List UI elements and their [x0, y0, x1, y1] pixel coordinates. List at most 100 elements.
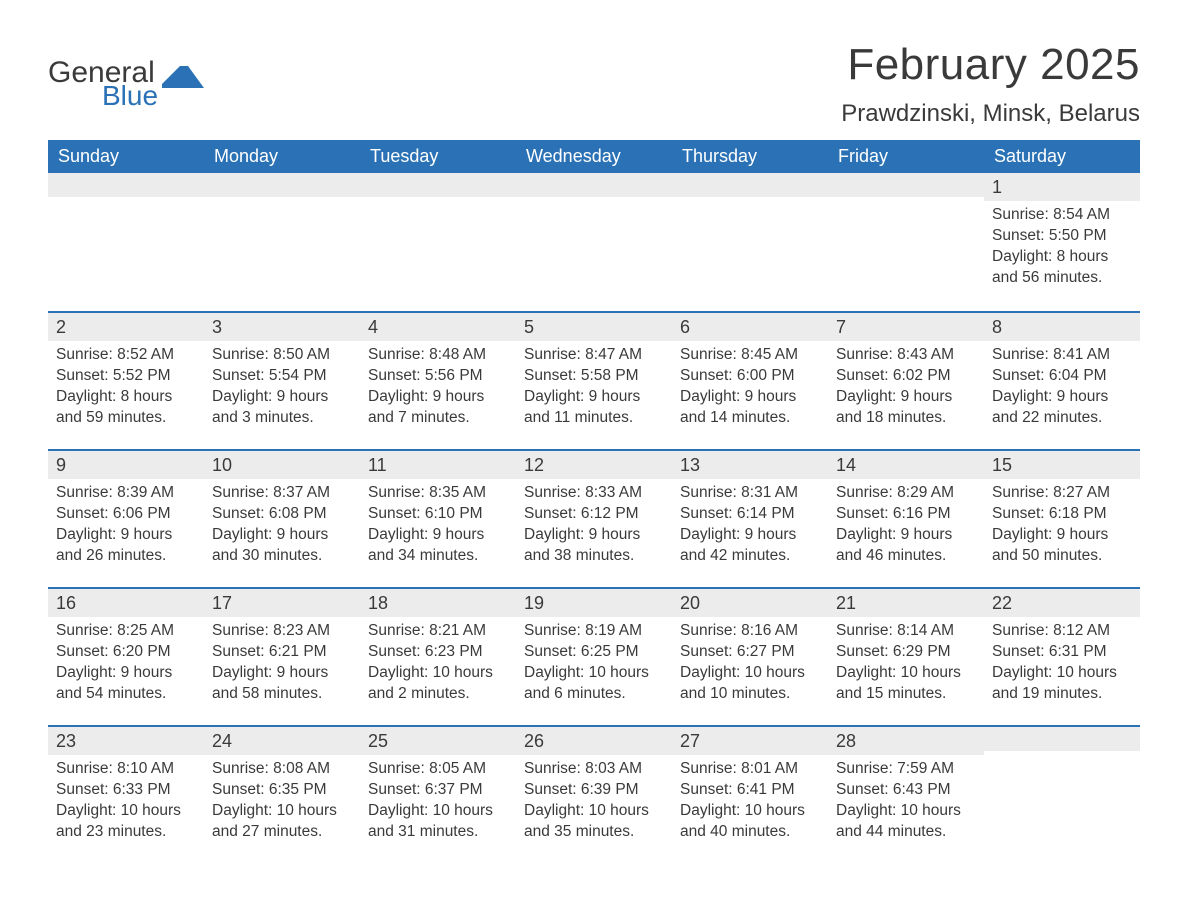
day-body	[672, 197, 828, 209]
day-body	[828, 197, 984, 209]
daylight2-text: and 34 minutes.	[368, 546, 508, 567]
sunset-text: Sunset: 6:39 PM	[524, 780, 664, 801]
day-cell: 20Sunrise: 8:16 AMSunset: 6:27 PMDayligh…	[672, 589, 828, 725]
day-cell: 24Sunrise: 8:08 AMSunset: 6:35 PMDayligh…	[204, 727, 360, 863]
daylight2-text: and 44 minutes.	[836, 822, 976, 843]
daylight2-text: and 6 minutes.	[524, 684, 664, 705]
daylight1-text: Daylight: 10 hours	[524, 801, 664, 822]
sunrise-text: Sunrise: 8:48 AM	[368, 345, 508, 366]
sunrise-text: Sunrise: 8:05 AM	[368, 759, 508, 780]
day-cell: 14Sunrise: 8:29 AMSunset: 6:16 PMDayligh…	[828, 451, 984, 587]
day-number: 18	[360, 589, 516, 617]
sunset-text: Sunset: 6:41 PM	[680, 780, 820, 801]
day-cell: 23Sunrise: 8:10 AMSunset: 6:33 PMDayligh…	[48, 727, 204, 863]
daylight1-text: Daylight: 9 hours	[524, 387, 664, 408]
daylight2-text: and 7 minutes.	[368, 408, 508, 429]
day-body: Sunrise: 8:33 AMSunset: 6:12 PMDaylight:…	[516, 479, 672, 575]
day-number	[204, 173, 360, 197]
week-row: 9Sunrise: 8:39 AMSunset: 6:06 PMDaylight…	[48, 449, 1140, 587]
sunset-text: Sunset: 6:02 PM	[836, 366, 976, 387]
day-number: 6	[672, 313, 828, 341]
daylight2-text: and 22 minutes.	[992, 408, 1132, 429]
daylight2-text: and 30 minutes.	[212, 546, 352, 567]
daylight1-text: Daylight: 9 hours	[368, 387, 508, 408]
sunrise-text: Sunrise: 8:03 AM	[524, 759, 664, 780]
day-number: 24	[204, 727, 360, 755]
day-body: Sunrise: 8:16 AMSunset: 6:27 PMDaylight:…	[672, 617, 828, 713]
day-number	[984, 727, 1140, 751]
daylight2-text: and 50 minutes.	[992, 546, 1132, 567]
day-number: 7	[828, 313, 984, 341]
daylight2-text: and 42 minutes.	[680, 546, 820, 567]
day-body: Sunrise: 8:10 AMSunset: 6:33 PMDaylight:…	[48, 755, 204, 851]
sunrise-text: Sunrise: 8:47 AM	[524, 345, 664, 366]
daylight1-text: Daylight: 10 hours	[680, 801, 820, 822]
day-cell: 13Sunrise: 8:31 AMSunset: 6:14 PMDayligh…	[672, 451, 828, 587]
day-header: Saturday	[984, 140, 1140, 173]
day-cell: 19Sunrise: 8:19 AMSunset: 6:25 PMDayligh…	[516, 589, 672, 725]
day-number: 26	[516, 727, 672, 755]
sunset-text: Sunset: 6:20 PM	[56, 642, 196, 663]
daylight2-text: and 3 minutes.	[212, 408, 352, 429]
day-header: Friday	[828, 140, 984, 173]
logo: General Blue	[48, 40, 204, 110]
daylight2-text: and 23 minutes.	[56, 822, 196, 843]
day-cell: 16Sunrise: 8:25 AMSunset: 6:20 PMDayligh…	[48, 589, 204, 725]
daylight2-text: and 26 minutes.	[56, 546, 196, 567]
day-body: Sunrise: 8:14 AMSunset: 6:29 PMDaylight:…	[828, 617, 984, 713]
daylight1-text: Daylight: 9 hours	[212, 387, 352, 408]
day-body: Sunrise: 8:19 AMSunset: 6:25 PMDaylight:…	[516, 617, 672, 713]
calendar: Sunday Monday Tuesday Wednesday Thursday…	[48, 140, 1140, 863]
daylight2-text: and 18 minutes.	[836, 408, 976, 429]
day-number: 15	[984, 451, 1140, 479]
day-cell: 22Sunrise: 8:12 AMSunset: 6:31 PMDayligh…	[984, 589, 1140, 725]
day-number: 27	[672, 727, 828, 755]
daylight1-text: Daylight: 9 hours	[56, 663, 196, 684]
week-row: 23Sunrise: 8:10 AMSunset: 6:33 PMDayligh…	[48, 725, 1140, 863]
daylight2-text: and 58 minutes.	[212, 684, 352, 705]
title-block: February 2025 Prawdzinski, Minsk, Belaru…	[841, 40, 1140, 128]
day-cell: 15Sunrise: 8:27 AMSunset: 6:18 PMDayligh…	[984, 451, 1140, 587]
sunset-text: Sunset: 5:54 PM	[212, 366, 352, 387]
sunrise-text: Sunrise: 8:43 AM	[836, 345, 976, 366]
sunrise-text: Sunrise: 8:41 AM	[992, 345, 1132, 366]
sunset-text: Sunset: 5:50 PM	[992, 226, 1132, 247]
day-body: Sunrise: 7:59 AMSunset: 6:43 PMDaylight:…	[828, 755, 984, 851]
day-number: 22	[984, 589, 1140, 617]
week-row: 1Sunrise: 8:54 AMSunset: 5:50 PMDaylight…	[48, 173, 1140, 311]
day-header: Wednesday	[516, 140, 672, 173]
day-cell: 10Sunrise: 8:37 AMSunset: 6:08 PMDayligh…	[204, 451, 360, 587]
location: Prawdzinski, Minsk, Belarus	[841, 100, 1140, 128]
daylight1-text: Daylight: 9 hours	[212, 525, 352, 546]
day-number: 28	[828, 727, 984, 755]
day-body: Sunrise: 8:48 AMSunset: 5:56 PMDaylight:…	[360, 341, 516, 437]
sunset-text: Sunset: 6:08 PM	[212, 504, 352, 525]
day-body: Sunrise: 8:41 AMSunset: 6:04 PMDaylight:…	[984, 341, 1140, 437]
day-cell: 18Sunrise: 8:21 AMSunset: 6:23 PMDayligh…	[360, 589, 516, 725]
day-body	[984, 751, 1140, 763]
sunrise-text: Sunrise: 8:08 AM	[212, 759, 352, 780]
weeks-container: 1Sunrise: 8:54 AMSunset: 5:50 PMDaylight…	[48, 173, 1140, 863]
sunset-text: Sunset: 6:12 PM	[524, 504, 664, 525]
day-cell: 7Sunrise: 8:43 AMSunset: 6:02 PMDaylight…	[828, 313, 984, 449]
daylight1-text: Daylight: 10 hours	[524, 663, 664, 684]
daylight2-text: and 59 minutes.	[56, 408, 196, 429]
day-cell: 1Sunrise: 8:54 AMSunset: 5:50 PMDaylight…	[984, 173, 1140, 311]
day-cell: 28Sunrise: 7:59 AMSunset: 6:43 PMDayligh…	[828, 727, 984, 863]
day-header: Monday	[204, 140, 360, 173]
daylight1-text: Daylight: 10 hours	[56, 801, 196, 822]
day-body: Sunrise: 8:25 AMSunset: 6:20 PMDaylight:…	[48, 617, 204, 713]
daylight1-text: Daylight: 10 hours	[836, 663, 976, 684]
day-cell: 11Sunrise: 8:35 AMSunset: 6:10 PMDayligh…	[360, 451, 516, 587]
day-number: 10	[204, 451, 360, 479]
day-cell	[672, 173, 828, 311]
day-body: Sunrise: 8:12 AMSunset: 6:31 PMDaylight:…	[984, 617, 1140, 713]
sunrise-text: Sunrise: 8:31 AM	[680, 483, 820, 504]
sunset-text: Sunset: 6:29 PM	[836, 642, 976, 663]
daylight2-text: and 14 minutes.	[680, 408, 820, 429]
day-number: 5	[516, 313, 672, 341]
day-number: 16	[48, 589, 204, 617]
day-body: Sunrise: 8:47 AMSunset: 5:58 PMDaylight:…	[516, 341, 672, 437]
daylight2-text: and 10 minutes.	[680, 684, 820, 705]
day-body: Sunrise: 8:27 AMSunset: 6:18 PMDaylight:…	[984, 479, 1140, 575]
